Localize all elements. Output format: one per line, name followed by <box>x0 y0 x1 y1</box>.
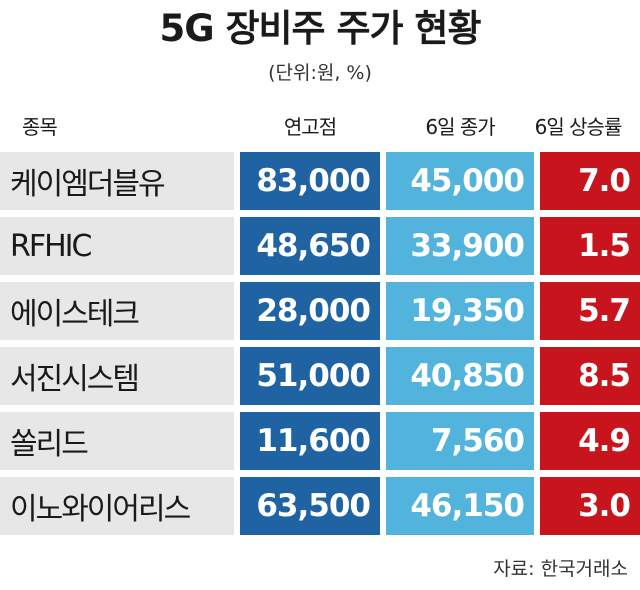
yearly-high-cell: 28,000 <box>240 282 380 340</box>
yearly-high-cell: 11,600 <box>240 412 380 470</box>
close-price-cell: 19,350 <box>386 282 534 340</box>
rise-rate-cell: 8.5 <box>540 347 640 405</box>
rise-rate-cell: 1.5 <box>540 217 640 275</box>
close-price-cell: 7,560 <box>386 412 534 470</box>
column-header-rate: 6일 상승률 <box>534 115 623 139</box>
yearly-high-cell: 83,000 <box>240 152 380 210</box>
chart-title: 5G 장비주 주가 현황 <box>159 7 481 50</box>
table-row: 이노와이어리스 63,500 46,150 3.0 <box>0 477 640 535</box>
yearly-high-cell: 51,000 <box>240 347 380 405</box>
table-row: RFHIC 48,650 33,900 1.5 <box>0 217 640 275</box>
stock-name-cell: 에이스테크 <box>0 282 234 340</box>
column-header-yearly-high: 연고점 <box>283 115 337 139</box>
stock-name-cell: 쏠리드 <box>0 412 234 470</box>
table-row: 서진시스템 51,000 40,850 8.5 <box>0 347 640 405</box>
column-header-name: 종목 <box>22 115 58 139</box>
stock-name-cell: RFHIC <box>0 217 234 275</box>
unit-note: (단위:원, %) <box>268 62 372 84</box>
stock-name-cell: 케이엠더블유 <box>0 152 234 210</box>
close-price-cell: 45,000 <box>386 152 534 210</box>
stock-name-cell: 서진시스템 <box>0 347 234 405</box>
table-row: 에이스테크 28,000 19,350 5.7 <box>0 282 640 340</box>
stock-name-cell: 이노와이어리스 <box>0 477 234 535</box>
rise-rate-cell: 7.0 <box>540 152 640 210</box>
rise-rate-cell: 3.0 <box>540 477 640 535</box>
rise-rate-cell: 5.7 <box>540 282 640 340</box>
yearly-high-cell: 63,500 <box>240 477 380 535</box>
close-price-cell: 40,850 <box>386 347 534 405</box>
close-price-cell: 33,900 <box>386 217 534 275</box>
yearly-high-cell: 48,650 <box>240 217 380 275</box>
rise-rate-cell: 4.9 <box>540 412 640 470</box>
close-price-cell: 46,150 <box>386 477 534 535</box>
table-row: 쏠리드 11,600 7,560 4.9 <box>0 412 640 470</box>
table-row: 케이엠더블유 83,000 45,000 7.0 <box>0 152 640 210</box>
source-note: 자료: 한국거래소 <box>493 558 628 580</box>
column-header-close: 6일 종가 <box>425 115 495 139</box>
